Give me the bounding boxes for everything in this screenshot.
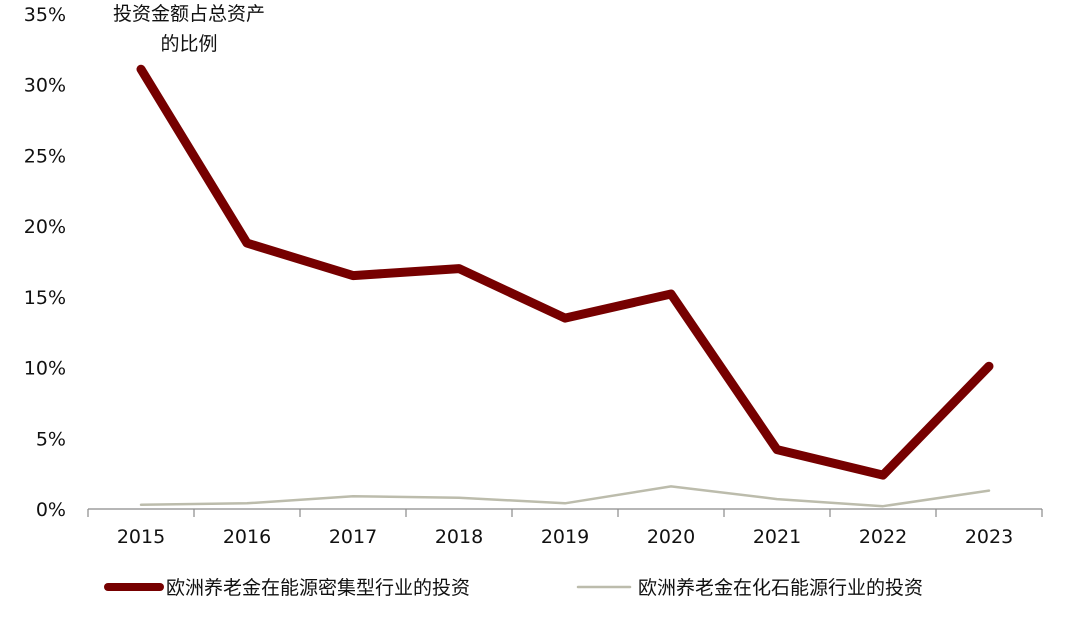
series-line-2: [139, 485, 991, 508]
y-axis-title: 投资金额占总资产 的比例: [113, 3, 265, 55]
x-tick-label: 2015: [117, 526, 165, 548]
x-tick-label: 2017: [329, 526, 377, 548]
x-tick-label: 2019: [541, 526, 589, 548]
x-axis: 2015 2016 2017 2018 2019 2020 2021 2022 2023: [87, 508, 1043, 548]
x-tick-label: 2018: [435, 526, 483, 548]
series-line-1: [136, 64, 994, 480]
y-tick-label: 10%: [24, 358, 66, 380]
x-tick-label: 2022: [859, 526, 907, 548]
y-tick-label: 0%: [36, 499, 66, 521]
x-tick-label: 2023: [965, 526, 1013, 548]
series-layer: [136, 64, 994, 508]
x-tick-label: 2016: [223, 526, 271, 548]
y-tick-label: 20%: [24, 216, 66, 238]
y-axis-title-line-2: 的比例: [160, 33, 217, 55]
y-tick-label: 25%: [24, 145, 66, 167]
y-axis-title-line-1: 投资金额占总资产: [113, 3, 265, 25]
legend-label-2: 欧洲养老金在化石能源行业的投资: [638, 577, 923, 599]
y-tick-label: 15%: [24, 287, 66, 309]
legend-label-1: 欧洲养老金在能源密集型行业的投资: [166, 577, 470, 599]
x-tick-label: 2021: [753, 526, 801, 548]
y-axis: 0% 5% 10% 15% 20% 25% 30% 35%: [24, 4, 66, 521]
legend: 欧洲养老金在能源密集型行业的投资 欧洲养老金在化石能源行业的投资: [104, 577, 923, 599]
y-tick-label: 5%: [36, 428, 66, 450]
x-tick-label: 2020: [647, 526, 695, 548]
y-tick-label: 30%: [24, 75, 66, 97]
y-tick-label: 35%: [24, 4, 66, 26]
